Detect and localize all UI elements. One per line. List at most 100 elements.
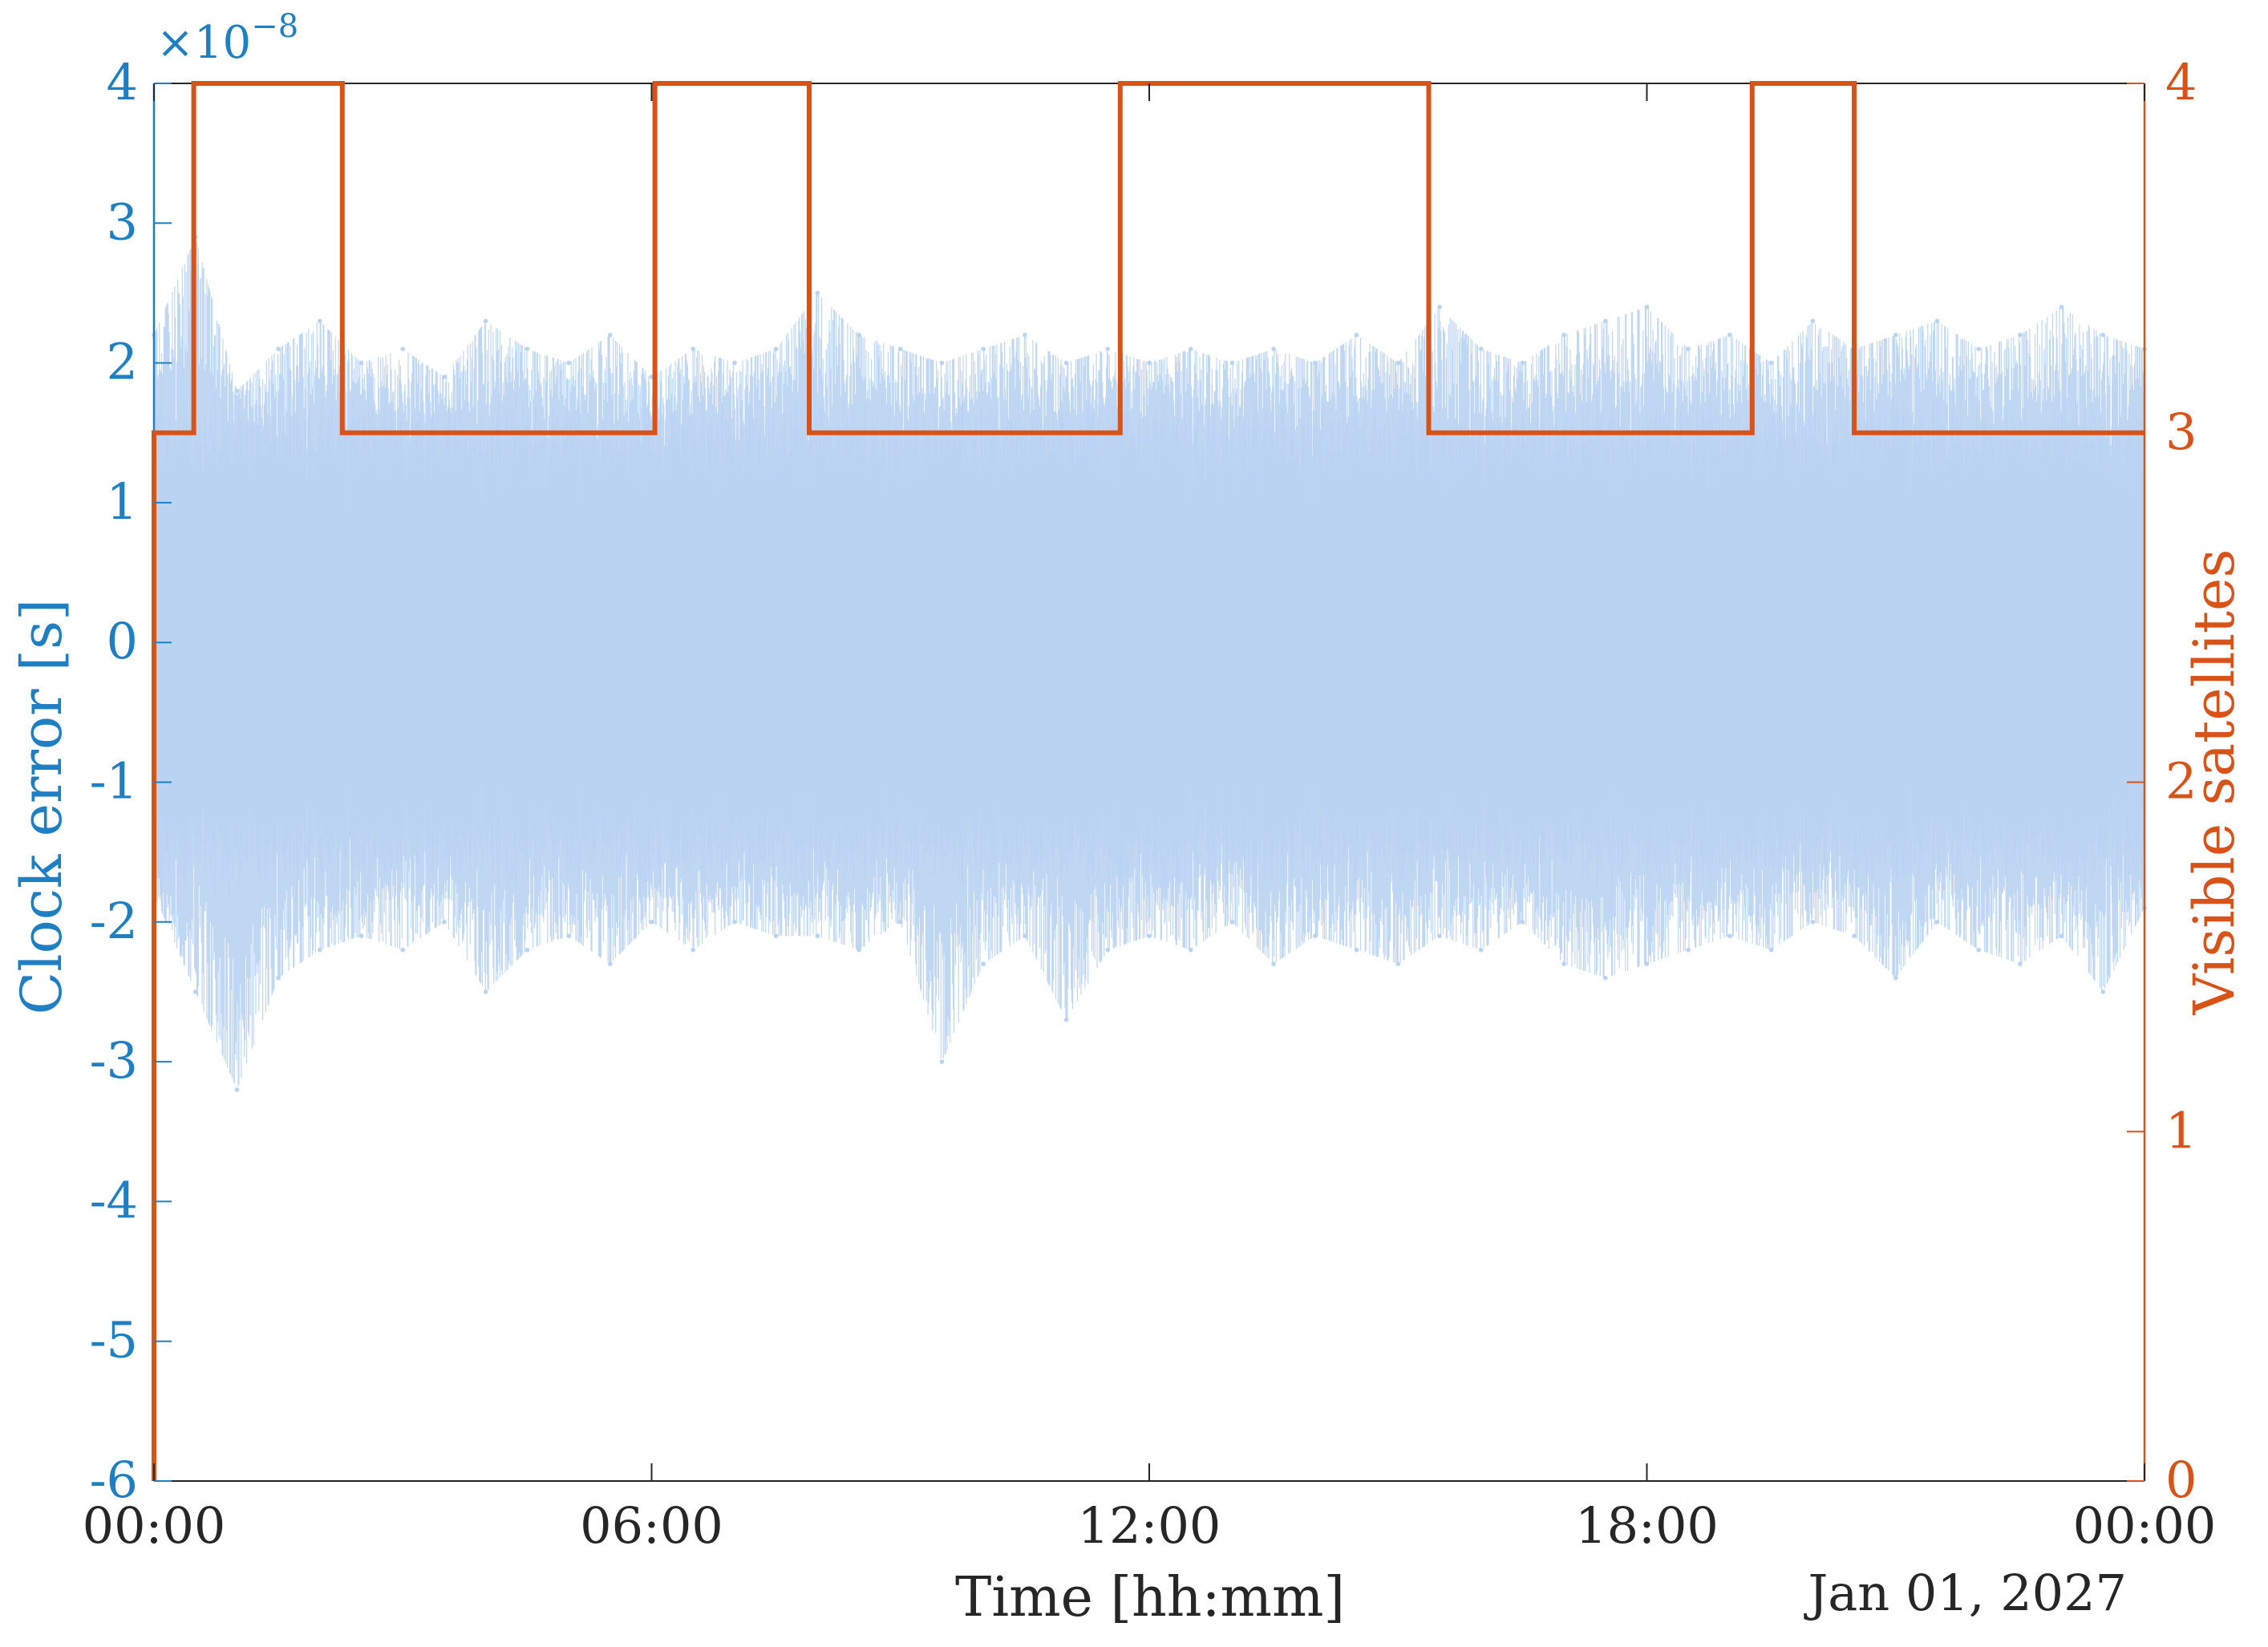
clock-error-min-point	[1768, 947, 1774, 953]
clock-error-min-point	[1188, 947, 1193, 953]
clock-error-min-point	[1023, 933, 1027, 939]
clock-error-max-point	[1810, 318, 1816, 324]
clock-error-max-point	[2100, 332, 2106, 338]
y-right-tick-label: 3	[2165, 403, 2197, 461]
x-tick-label: 18:00	[1575, 1496, 1719, 1555]
clock-error-max-point	[400, 346, 406, 351]
clock-error-max-point	[1354, 332, 1359, 338]
clock-error-min-point	[1271, 961, 1276, 966]
clock-error-min-point	[1354, 947, 1359, 953]
y-left-tick-label: -4	[90, 1171, 138, 1229]
clock-error-max-point	[524, 346, 530, 351]
clock-error-max-point	[1644, 305, 1650, 310]
y-left-tick-label: 0	[107, 612, 138, 670]
clock-error-max-point	[1893, 332, 1898, 338]
clock-error-min-point	[566, 933, 571, 939]
clock-error-min-point	[1893, 975, 1898, 981]
clock-error-max-point	[1188, 346, 1193, 351]
x-tick-label: 00:00	[83, 1496, 226, 1555]
y-right-tick-label: 4	[2165, 53, 2197, 111]
clock-error-max-point	[1561, 332, 1566, 338]
clock-error-min-point	[773, 933, 779, 939]
y-left-tick-label: 2	[107, 333, 138, 391]
clock-error-max-point	[1313, 360, 1318, 366]
clock-error-min-point	[1602, 975, 1608, 981]
clock-error-min-point	[234, 1087, 240, 1092]
clock-error-max-point	[691, 346, 696, 351]
clock-error-max-point	[773, 346, 779, 351]
clock-error-min-point	[1063, 1018, 1069, 1022]
clock-error-min-point	[1727, 933, 1732, 939]
visible-satellites-line	[152, 81, 2144, 1481]
clock-error-min-point	[815, 933, 820, 939]
clock-error-max-point	[1105, 346, 1111, 351]
clock-error-min-point	[1229, 920, 1235, 925]
clock-error-dots	[152, 234, 2147, 1092]
clock-error-max-point	[566, 360, 571, 366]
clock-error-min-point	[1478, 947, 1484, 953]
x-tick-label: 00:00	[2073, 1496, 2217, 1555]
exponent-power: −8	[251, 8, 298, 45]
clock-error-min-point	[1976, 947, 1981, 953]
exponent-label: ×10−8	[156, 8, 298, 69]
clock-error-min-point	[276, 975, 281, 981]
clock-error-min-point	[1520, 920, 1525, 925]
y-left-tick-label: 4	[107, 53, 138, 111]
clock-error-min-point	[1147, 933, 1152, 939]
clock-error-max-point	[276, 346, 281, 351]
clock-error-min-point	[442, 920, 447, 925]
y-left-tick-label: -2	[90, 892, 138, 950]
clock-error-min-point	[1644, 961, 1650, 966]
exponent-base: ×10	[156, 17, 251, 69]
clock-error-max-point	[857, 332, 861, 338]
y-right-tick-label: 1	[2165, 1101, 2197, 1159]
clock-error-max-point	[1768, 360, 1774, 366]
clock-error-max-point	[1686, 346, 1691, 351]
tick-marks	[153, 83, 2145, 1482]
clock-error-max-point	[1271, 346, 1276, 351]
y-right-axis-label: Visible satellites	[2181, 549, 2247, 1016]
clock-error-max-point	[732, 360, 737, 366]
clock-error-max-point	[1437, 305, 1442, 310]
clock-error-min-point	[691, 947, 696, 953]
clock-error-min-point	[1561, 961, 1566, 966]
clock-error-max-point	[2018, 332, 2023, 338]
clock-error-min-point	[318, 947, 322, 953]
clock-error-min-point	[1686, 947, 1691, 953]
clock-error-max-point	[1395, 360, 1401, 366]
clock-error-min-point	[857, 947, 861, 953]
y-left-tick-label: -3	[90, 1031, 138, 1090]
date-label: Jan 01, 2027	[1803, 1564, 2127, 1622]
clock-error-min-point	[1934, 920, 1940, 925]
y-left-tick-label: -5	[90, 1311, 138, 1370]
clock-error-min-point	[358, 933, 364, 939]
clock-error-min-point	[1810, 920, 1816, 925]
clock-error-max-point	[442, 374, 447, 379]
clock-error-max-point	[815, 290, 820, 296]
y-right-tick-label: 2	[2165, 752, 2197, 811]
clock-error-max-point	[607, 332, 613, 338]
clock-error-max-point	[483, 318, 488, 324]
clock-error-max-point	[1478, 346, 1484, 351]
x-tick-label: 12:00	[1078, 1496, 1221, 1555]
clock-error-max-point	[1934, 318, 1940, 324]
clock-error-max-point	[358, 360, 364, 366]
clock-error-min-point	[607, 961, 613, 966]
clock-error-min-point	[483, 989, 488, 994]
clock-error-max-point	[939, 360, 945, 366]
clock-error-min-point	[400, 947, 406, 953]
clock-error-min-point	[1313, 933, 1318, 939]
clock-error-max-point	[1023, 332, 1027, 338]
y-left-tick-label: -1	[90, 752, 138, 811]
clock-error-max-point	[2059, 305, 2064, 310]
visible-satellites-line-group	[152, 81, 2144, 1481]
y-right-tick-label: 0	[2165, 1451, 2197, 1509]
clock-error-min-point	[2059, 933, 2064, 939]
clock-error-max-point	[1727, 332, 1732, 338]
clock-error-max-point	[1063, 360, 1069, 366]
clock-error-max-point	[1147, 360, 1152, 366]
tick-labels: 00:00 06:00 12:00 18:00 00:00 4 3 2 1 0 -1 -2 -3 -4 -5…	[83, 53, 2217, 1555]
clock-error-min-point	[649, 920, 654, 925]
clock-error-max-point	[318, 318, 322, 324]
